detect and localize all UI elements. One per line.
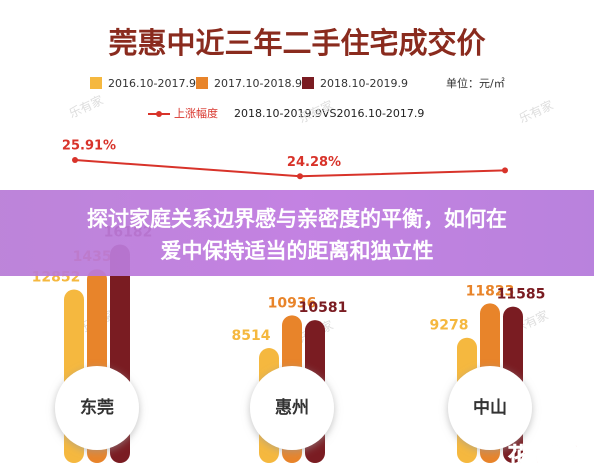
- value-label: 11823: [466, 283, 515, 299]
- legend-dot: [156, 111, 162, 117]
- legend-swatch: [302, 77, 314, 89]
- growth-label: 25.91%: [62, 139, 116, 154]
- growth-point: [72, 157, 78, 163]
- value-label: 10581: [299, 300, 348, 316]
- legend-swatch: [196, 77, 208, 89]
- legend-description: 2018.10-2019.9VS2016.10-2017.9: [234, 107, 424, 120]
- watermark: 乐有家: [516, 97, 555, 126]
- headline: 探讨家庭关系边界感与亲密度的平衡，如何在: [87, 207, 507, 231]
- headline: 爱中保持适当的距离和独立性: [161, 239, 434, 263]
- logo: 花子手游: [508, 443, 588, 467]
- growth-label: 24.28%: [287, 155, 341, 170]
- x-tick-label: 惠州: [275, 397, 309, 418]
- value-label: 11585: [497, 287, 546, 303]
- watermark: 乐有家: [296, 97, 335, 126]
- legend-swatch: [90, 77, 102, 89]
- category-badge: [448, 366, 532, 450]
- growth-point: [502, 167, 508, 174]
- legend-label: 2017.10-2018.9: [214, 77, 302, 90]
- value-label: 10936: [268, 295, 317, 311]
- legend-label: 2018.10-2019.9: [320, 77, 408, 90]
- category-badge: [250, 366, 334, 450]
- value-label: 8514: [232, 328, 271, 344]
- x-tick-label: 东莞: [80, 397, 114, 418]
- watermark: 乐有家: [66, 92, 105, 121]
- value-label: 9278: [430, 318, 469, 334]
- legend-label: 上涨幅度: [174, 106, 218, 120]
- headline-band: [0, 190, 594, 276]
- category-badge: [55, 366, 139, 450]
- legend-label: 2016.10-2017.9: [108, 77, 196, 90]
- growth-point: [297, 173, 303, 180]
- unit-label: 单位：元/㎡: [446, 76, 505, 90]
- chart-title: 莞惠中近三年二手住宅成交价: [108, 26, 486, 60]
- x-tick-label: 中山: [473, 397, 507, 418]
